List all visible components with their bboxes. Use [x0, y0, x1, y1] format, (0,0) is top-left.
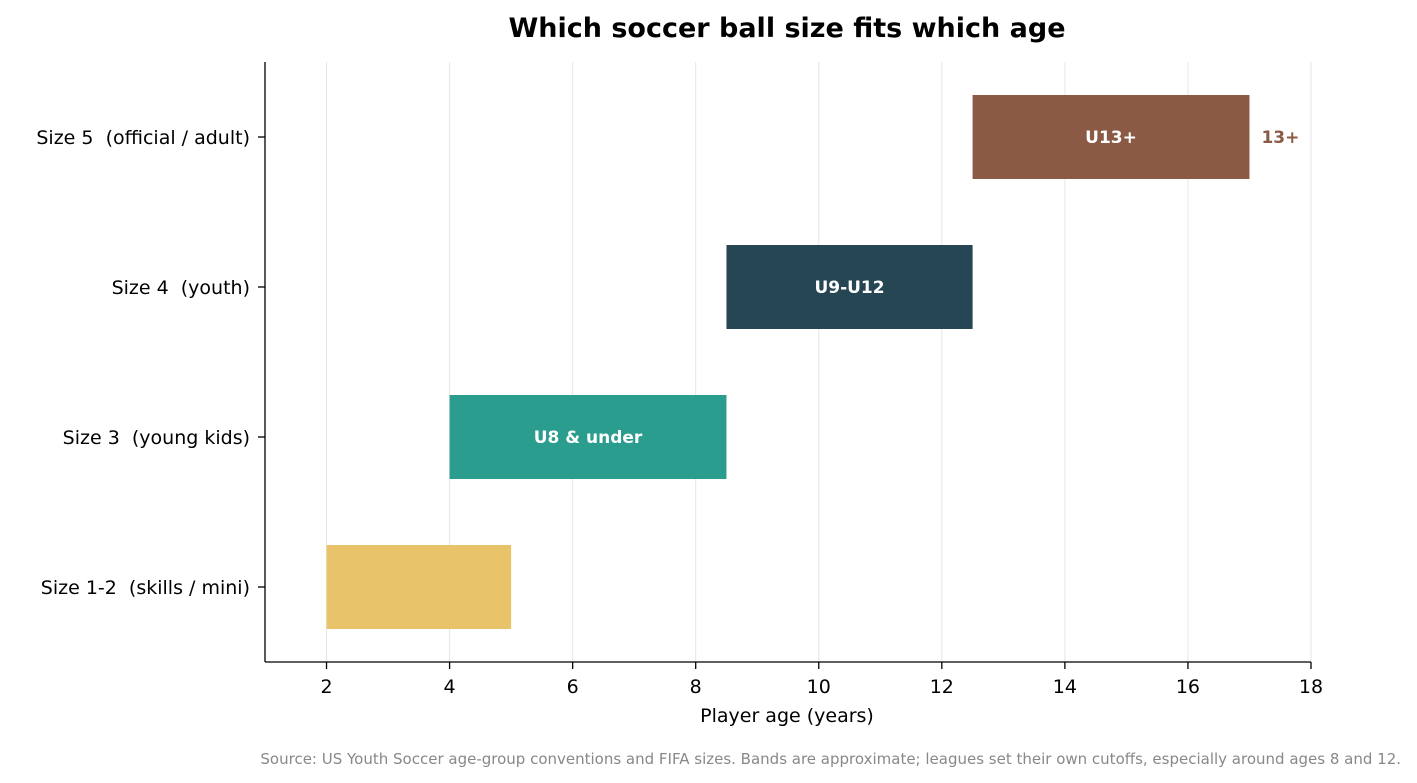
bar — [726, 245, 973, 329]
x-axis-label: Player age (years) — [700, 705, 874, 727]
y-tick-label: Size 4 (youth) — [112, 277, 250, 299]
source-note: Source: US Youth Soccer age-group conven… — [260, 750, 1401, 768]
bar-outside-label: 13+ — [1261, 128, 1299, 148]
bar-label: U13+ — [1085, 128, 1137, 148]
x-tick-label: 6 — [567, 676, 579, 698]
bar — [972, 95, 1250, 179]
x-tick-label: 12 — [930, 676, 954, 698]
bar-label: U8 & under — [534, 428, 643, 448]
bar — [326, 545, 512, 629]
y-tick-label: Size 5 (official / adult) — [36, 127, 250, 149]
bar-label: U9-U12 — [814, 278, 884, 298]
y-tick-label: Size 1-2 (skills / mini) — [41, 577, 250, 599]
axes: 2 4 6 8 10 12 14 16 18 Size 1-2 (skills / mini) Si… — [36, 62, 1323, 698]
bars: U8 & under U9-U12 U13+ 13+ — [326, 95, 1299, 629]
x-tick-label: 4 — [444, 676, 456, 698]
chart-title: Which soccer ball size fits which age — [508, 13, 1065, 44]
x-tick-label: 10 — [807, 676, 831, 698]
y-tick-label: Size 3 (young kids) — [63, 427, 250, 449]
x-tick-label: 8 — [690, 676, 702, 698]
x-tick-label: 2 — [320, 676, 332, 698]
x-tick-label: 14 — [1053, 676, 1077, 698]
x-tick-label: 16 — [1176, 676, 1200, 698]
x-tick-label: 18 — [1299, 676, 1323, 698]
bar — [449, 395, 727, 479]
